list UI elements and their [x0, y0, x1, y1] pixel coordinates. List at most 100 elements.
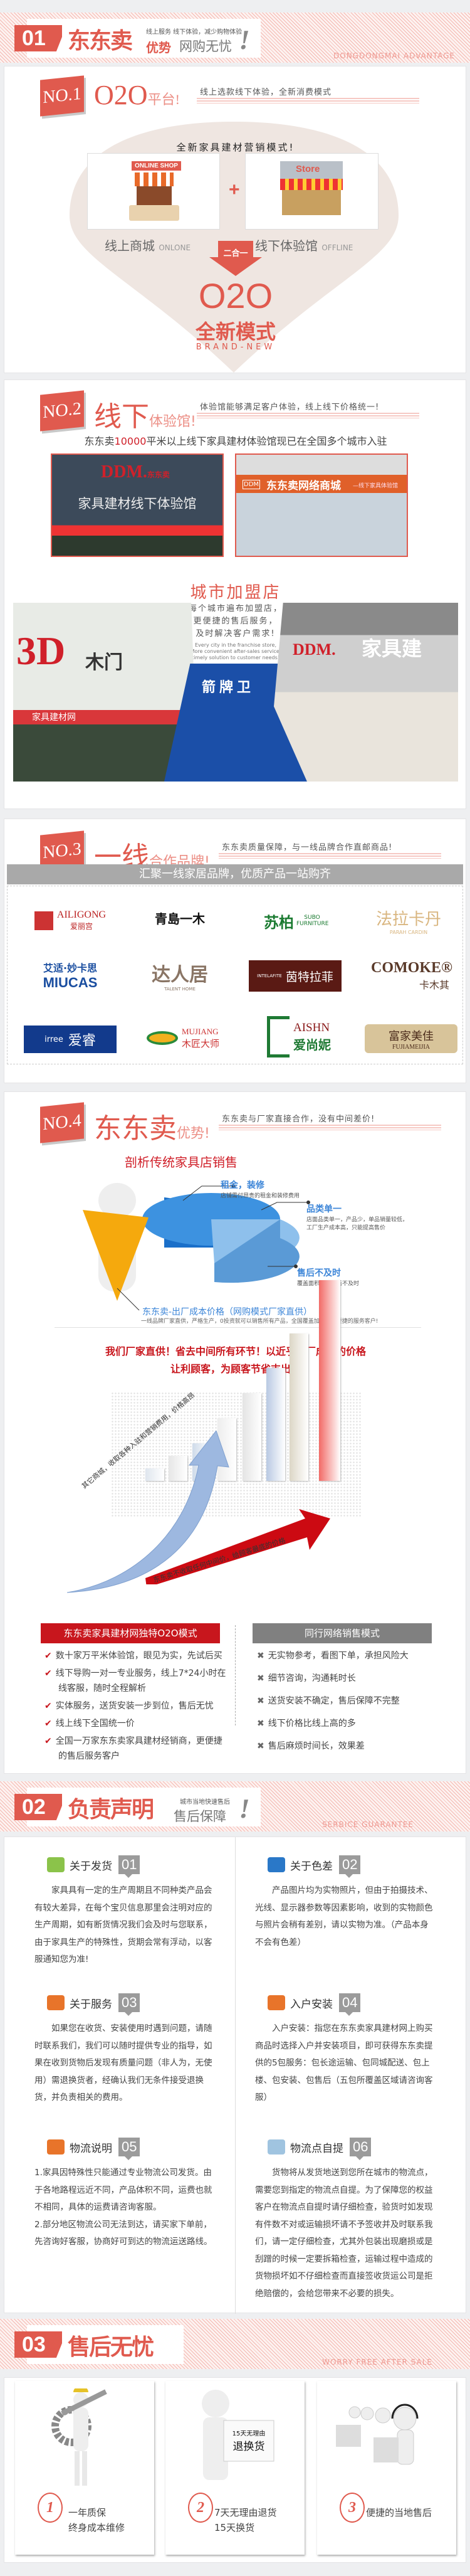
city-franchise-text: 每个城市遍布加盟店， 更便捷的售后服务， 及时解决客户需求!	[188, 604, 283, 639]
section-banner-advantage: 01 东东卖 线上服务 线下体验，减少购物体验 优势 网购无忧 ! DONGDO…	[0, 13, 470, 63]
o2o-mode-header: 东东卖家具建材网独特O2O模式	[41, 1623, 220, 1643]
notice-title: 入户安装	[290, 1998, 333, 2011]
pie-label-rent: 租金，装修 店铺需付昂贵的租金和装修费用	[221, 1180, 300, 1199]
merge-arrow-icon	[209, 241, 262, 276]
section-english-title: DONGDONGMAI ADVANTAGE	[333, 51, 455, 60]
brand-grid: AILIGONG 爱丽宫 青島一木 苏柏 SUBO FURNITURE 法拉卡丹 PA…	[7, 886, 463, 1064]
heading-small: 优势!	[177, 1126, 210, 1142]
disadvantage-item: ✖ 售后麻烦时间长，效果差	[257, 1741, 365, 1751]
card-aftersale: 1 一年质保 终身成本维修 15天无理由 退换货 2 7天无理由退货 15天换货 3 …	[4, 2377, 466, 2563]
bar-illustration	[319, 1280, 340, 1481]
no1-heading: NO.1 O2O平台! 线上选款线下体验，全新消费模式	[40, 75, 441, 118]
section-number: 03	[14, 2331, 62, 2358]
section-title: 负责声明	[68, 1797, 154, 1823]
check-icon: ✔	[44, 1736, 52, 1746]
notice-text: 货物将从发货地送到您所在城市的物流点，需要您到指定的物流点自提。为了保障您的权益…	[255, 2168, 433, 2299]
store-image: Store	[245, 153, 379, 230]
aftersale-text: 7天无理由退货 15天换货	[214, 2507, 277, 2533]
notice-number: 03	[118, 1993, 140, 2016]
brand-aishn: AISHN 爱尚妮	[249, 1012, 349, 1062]
heading-big: 线下	[94, 401, 149, 433]
card-partner-brands: NO.3 一线合作品牌! 东东卖质量保障，与一线品牌合作直邮商品! 汇聚一线家居…	[4, 819, 466, 1083]
section-title: 售后无忧	[68, 2335, 154, 2360]
experience-sentence: 东东卖10000平米以上线下家具建材体验馆现已在全国多个城市入驻	[84, 435, 387, 447]
notice-title: 物流说明	[70, 2142, 112, 2155]
heading-desc: 线上选款线下体验，全新消费模式	[200, 88, 332, 97]
return-sign-text: 15天无理由 退换货	[232, 2430, 266, 2453]
divider	[55, 1327, 421, 1328]
advantage-item: ✔ 数十家万平米体验馆，眼见为实，先试后买	[44, 1651, 222, 1661]
analysis-title: 剖析传统家具店销售	[125, 1155, 238, 1170]
merge-label: 二合一	[223, 249, 248, 258]
check-icon: ✔	[44, 1701, 52, 1711]
brand-talent-home: 达人居 TALENT HOME	[152, 964, 208, 992]
heading-desc: 体验馆能够满足客户体验，线上线下价格统一!	[200, 403, 380, 412]
brand-irree: irree 爱睿	[24, 1026, 117, 1053]
brands-banner: 汇聚一线家居品牌，优质产品一站购齐	[7, 864, 463, 884]
no4-heading: NO.4 东东卖优势! 东东卖与厂家直接合作，没有中间差价!	[40, 1102, 441, 1145]
paint-roller-icon	[268, 1857, 285, 1872]
section-banner-disclaimer: 02 负责声明 城市当地快速售后 售后保障 ! SERBICE GUARANTE…	[0, 1781, 470, 1831]
cart-icon	[47, 2139, 65, 2155]
notice-number: 06	[350, 2138, 372, 2160]
no2-heading: NO.2 线下体验馆! 体验馆能够满足客户体验，线上线下价格统一!	[40, 390, 441, 433]
brand-intelafite: INTELAFITE 茵特拉菲	[249, 960, 342, 992]
service-worker-icon	[47, 1995, 65, 2010]
section-tagline: 线上服务 线下体验，减少购物体验	[146, 29, 243, 36]
o2o-advantages-list: ✔ 数十家万平米体验馆，眼见为实，先试后买 ✔ 线下导购一对一专业服务，线上7*24小…	[44, 1648, 226, 1766]
competitor-mode-header: 同行网络销售模式	[253, 1623, 432, 1643]
pie-illustration	[83, 1183, 310, 1310]
section-banner-aftersale: 03 售后无忧 WORRY FREE AFTER SALE	[0, 2319, 470, 2369]
notice-title: 物流点自提	[290, 2142, 343, 2155]
cross-icon: ✖	[257, 1651, 264, 1661]
person-with-sign-illustration	[202, 2390, 274, 2480]
notice-title: 关于发货	[70, 1860, 112, 1873]
no-badge: NO.2	[40, 390, 84, 432]
no-badge: NO.4	[40, 1102, 84, 1143]
store-photo-1: DDM.东东卖 家具建材线下体验馆	[51, 453, 224, 557]
advantage-item: ✔ 线下导购一对一专业服务，线上7*24小时在线客服，随时全程解析	[44, 1668, 226, 1693]
factory-price-text: 一线品牌厂家直供，严格生产，0投资就可以销售所有产品，全国覆盖加盟店更便捷的服务…	[141, 1318, 379, 1325]
section-number: 01	[14, 25, 62, 51]
section-title: 东东卖	[68, 28, 133, 54]
new-mode-text: 全新模式	[195, 320, 276, 344]
cross-icon: ✖	[257, 1719, 264, 1729]
notice-number: 05	[118, 2138, 140, 2160]
brand-fujiameijia: 富家美佳 FUJIAMEIJIA	[365, 1024, 457, 1053]
column-divider	[235, 1625, 236, 1725]
o2o-heading: 全新家具建材营销模式!	[176, 142, 295, 153]
brand-miucas: 艾适·妙卡思 MIUCAS	[43, 962, 98, 990]
city-franchise-english: Every city in the franchise store, More c…	[190, 642, 281, 660]
heading-small: 平台!	[147, 92, 180, 107]
notice-text: 1.家具因特殊性只能通过专业物流公司发货。由于各地路程远近不同，产品体积不同，运…	[34, 2168, 212, 2247]
brand-mujiang: MUJIANG 木匠大师	[133, 1019, 233, 1057]
advantage-item: ✔ 线上线下全国统一价	[44, 1719, 135, 1729]
column-divider	[235, 1837, 236, 2314]
aftersale-warranty: 1 一年质保 终身成本维修	[15, 2381, 154, 2555]
red-arrow-icon	[145, 1509, 330, 1584]
bar-illustration	[290, 1333, 308, 1481]
aftersale-text: 便捷的当地售后	[366, 2507, 432, 2518]
number-badge: 1	[38, 2493, 63, 2523]
heading-desc: 东东卖质量保障，与一线品牌合作直邮商品!	[222, 843, 393, 852]
disadvantage-item: ✖ 送货安装不确定，售后保障不完整	[257, 1696, 400, 1706]
card-dongdongmai-advantage: NO.4 东东卖优势! 东东卖与厂家直接合作，没有中间差价! 剖析传统家具店销售…	[4, 1091, 466, 1774]
blue-arrow-icon	[67, 1431, 229, 1593]
section-english-title: SERBICE GUARANTEE	[322, 1820, 414, 1829]
franchise-photo-left: 3D 木门 家具建材网	[13, 603, 195, 782]
notice-number: 04	[339, 1993, 361, 2016]
number-badge: 2	[188, 2493, 213, 2523]
heading-desc: 东东卖与厂家直接合作，没有中间差价!	[222, 1115, 375, 1124]
advantage-item: ✔ 实体服务，送货安装一步到位，售后无忧	[44, 1701, 214, 1711]
notice-title: 关于色差	[290, 1860, 333, 1873]
factory-price-title: 东东卖-出厂成本价格（网购模式厂家直供）	[142, 1307, 313, 1317]
online-label: 线上商城 ONLONE	[105, 238, 191, 253]
section-subtitle: 售后保障	[174, 1809, 226, 1824]
installer-icon	[268, 1995, 285, 2010]
city-franchise-title: 城市加盟店	[190, 583, 281, 602]
number-badge: 3	[340, 2493, 365, 2523]
cross-icon: ✖	[257, 1741, 264, 1751]
aftersale-local-service: 3 便捷的当地售后	[317, 2381, 456, 2555]
advantage-item: ✔ 全国一万家东东卖家具建材经销商，更便捷的售后服务客户	[44, 1736, 222, 1761]
section-tagline: 城市当地快速售后	[180, 1799, 230, 1806]
